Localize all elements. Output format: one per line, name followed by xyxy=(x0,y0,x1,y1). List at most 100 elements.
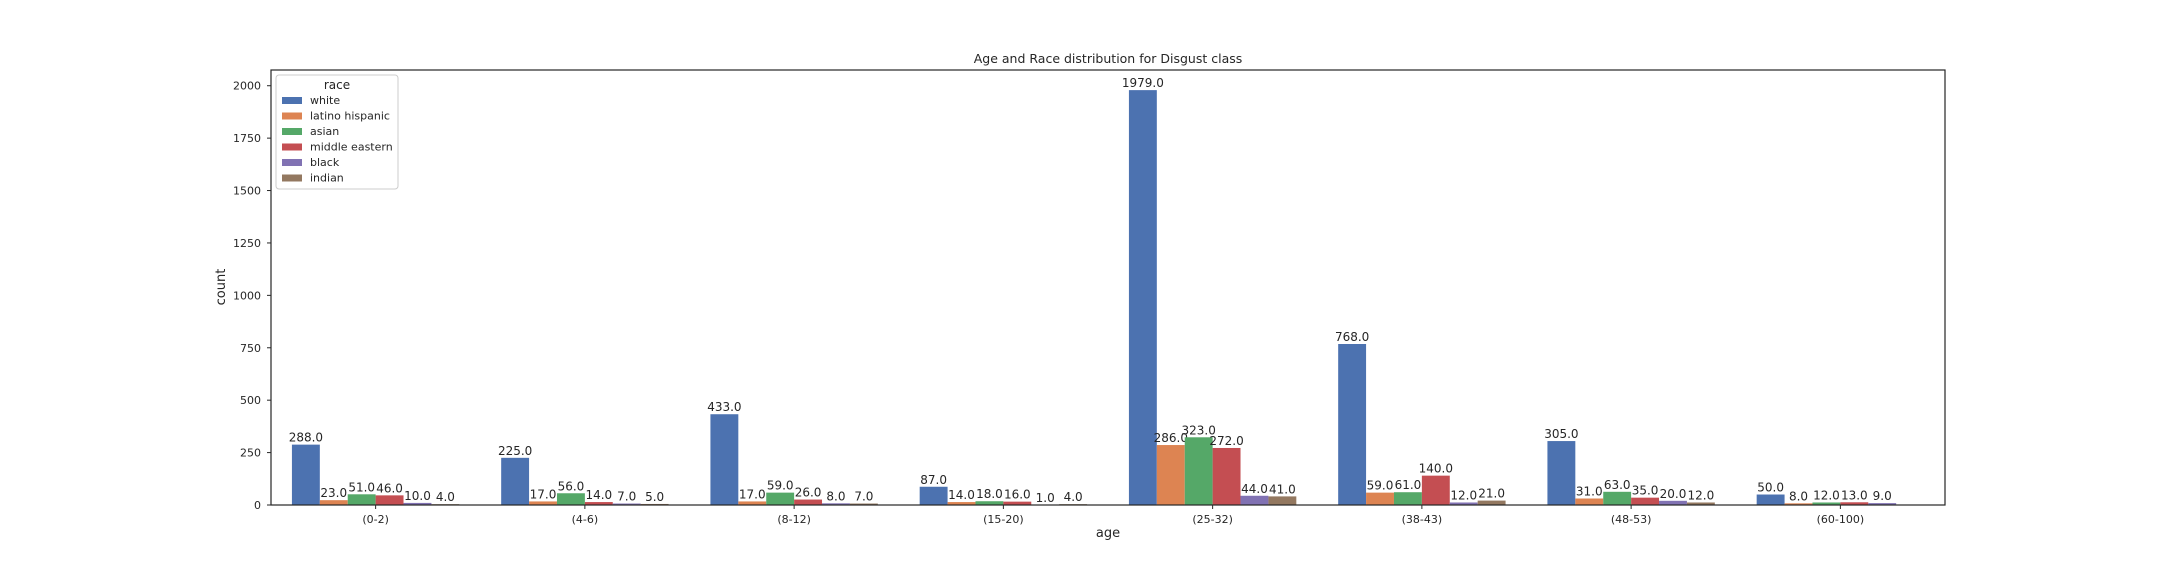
data-label: 63.0 xyxy=(1604,478,1631,492)
data-label: 18.0 xyxy=(976,487,1003,501)
y-tick-label: 1250 xyxy=(233,237,261,250)
data-label: 14.0 xyxy=(585,488,612,502)
bar xyxy=(1756,494,1785,505)
data-label: 44.0 xyxy=(1241,482,1268,496)
data-label: 59.0 xyxy=(1367,479,1394,493)
y-tick-label: 1000 xyxy=(233,289,261,302)
legend-swatch xyxy=(282,112,302,120)
data-label: 4.0 xyxy=(1064,490,1083,504)
bar xyxy=(822,503,850,505)
legend-title: race xyxy=(324,78,350,92)
x-tick-label: (0-2) xyxy=(362,513,389,526)
data-label: 56.0 xyxy=(558,479,585,493)
data-label: 31.0 xyxy=(1576,485,1603,499)
bar xyxy=(403,502,432,505)
data-label: 41.0 xyxy=(1269,482,1296,496)
bar xyxy=(319,500,348,505)
data-label: 13.0 xyxy=(1841,488,1868,502)
data-label: 12.0 xyxy=(1688,488,1715,502)
data-label: 21.0 xyxy=(1478,487,1505,501)
bar xyxy=(1784,503,1813,505)
data-label: 16.0 xyxy=(1004,488,1031,502)
bar xyxy=(1338,343,1367,505)
chart-title: Age and Race distribution for Disgust cl… xyxy=(974,51,1243,66)
bar xyxy=(375,495,404,505)
data-label: 286.0 xyxy=(1154,431,1188,445)
bar xyxy=(584,502,613,505)
bar xyxy=(1128,90,1157,505)
bar xyxy=(710,414,739,505)
data-label: 17.0 xyxy=(739,487,766,501)
x-tick-label: (60-100) xyxy=(1817,513,1865,526)
data-label: 4.0 xyxy=(436,490,455,504)
legend-swatch xyxy=(282,143,302,151)
legend-label: latino hispanic xyxy=(310,110,390,123)
data-label: 50.0 xyxy=(1757,481,1784,495)
data-label: 305.0 xyxy=(1544,427,1578,441)
legend-swatch xyxy=(282,128,302,135)
legend-box xyxy=(275,74,399,190)
y-tick-label: 1750 xyxy=(233,132,261,145)
data-label: 26.0 xyxy=(795,486,822,500)
bar xyxy=(1840,502,1869,505)
plot-area: 0 250 500 750 1000 1250 1500 1750 2000 (0-2) (4-6)… xyxy=(233,76,1897,526)
y-tick-label: 250 xyxy=(240,447,261,460)
bar xyxy=(1212,447,1241,505)
bar xyxy=(766,492,795,505)
x-tick-label: (4-6) xyxy=(572,513,599,526)
bar xyxy=(291,444,320,505)
data-label: 768.0 xyxy=(1335,330,1369,344)
bar xyxy=(1366,492,1394,505)
legend-swatch xyxy=(282,159,302,166)
data-label: 8.0 xyxy=(826,489,845,503)
bar xyxy=(794,499,823,505)
y-tick-label: 1500 xyxy=(233,185,261,198)
bar xyxy=(1868,503,1897,505)
bar xyxy=(347,494,376,505)
bar xyxy=(1631,497,1660,505)
bar xyxy=(975,501,1004,505)
data-label: 7.0 xyxy=(854,490,873,504)
bar xyxy=(1547,441,1576,505)
y-tick-label: 2000 xyxy=(233,80,261,93)
bar xyxy=(1575,498,1604,505)
bar xyxy=(1686,502,1715,505)
bar xyxy=(738,501,767,505)
data-label: 12.0 xyxy=(1813,488,1840,502)
data-label: 35.0 xyxy=(1632,484,1659,498)
data-label: 225.0 xyxy=(498,444,532,458)
bar xyxy=(529,501,557,505)
bar xyxy=(1812,502,1841,505)
data-label: 23.0 xyxy=(320,486,347,500)
data-label: 14.0 xyxy=(948,488,975,502)
data-label: 51.0 xyxy=(348,480,375,494)
bar xyxy=(1421,475,1450,505)
data-label: 1979.0 xyxy=(1122,76,1164,90)
legend-swatch xyxy=(282,97,302,104)
bar xyxy=(1268,496,1297,505)
data-label: 1.0 xyxy=(1036,491,1055,505)
bar xyxy=(1184,437,1213,505)
legend-label: indian xyxy=(310,172,344,185)
y-tick-label: 500 xyxy=(240,394,261,407)
bar xyxy=(919,486,948,505)
bar xyxy=(947,502,976,505)
y-axis-label: count xyxy=(214,269,229,306)
bar xyxy=(1603,491,1632,505)
data-label: 46.0 xyxy=(376,481,403,495)
legend: race white latino hispanic asian middle eas… xyxy=(275,74,399,190)
x-tick-label: (8-12) xyxy=(777,513,811,526)
legend-label: black xyxy=(310,156,340,169)
bar xyxy=(556,493,585,505)
x-tick-label: (38-43) xyxy=(1402,513,1443,526)
x-tick-label: (48-53) xyxy=(1611,513,1652,526)
legend-label: middle eastern xyxy=(310,141,393,154)
data-label: 59.0 xyxy=(767,479,794,493)
x-tick-label: (15-20) xyxy=(983,513,1024,526)
legend-swatch xyxy=(282,174,302,182)
data-label: 272.0 xyxy=(1209,434,1243,448)
bar xyxy=(1659,500,1687,505)
bar xyxy=(1477,500,1506,505)
data-label: 8.0 xyxy=(1789,489,1808,503)
